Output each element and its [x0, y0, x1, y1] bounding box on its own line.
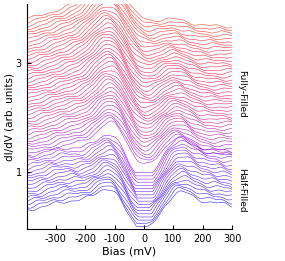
Text: Half-Filled: Half-Filled [237, 168, 246, 212]
Text: Fully-Filled: Fully-Filled [237, 70, 246, 118]
Y-axis label: dI/dV (arb. units): dI/dV (arb. units) [4, 73, 14, 161]
X-axis label: Bias (mV): Bias (mV) [102, 247, 156, 257]
